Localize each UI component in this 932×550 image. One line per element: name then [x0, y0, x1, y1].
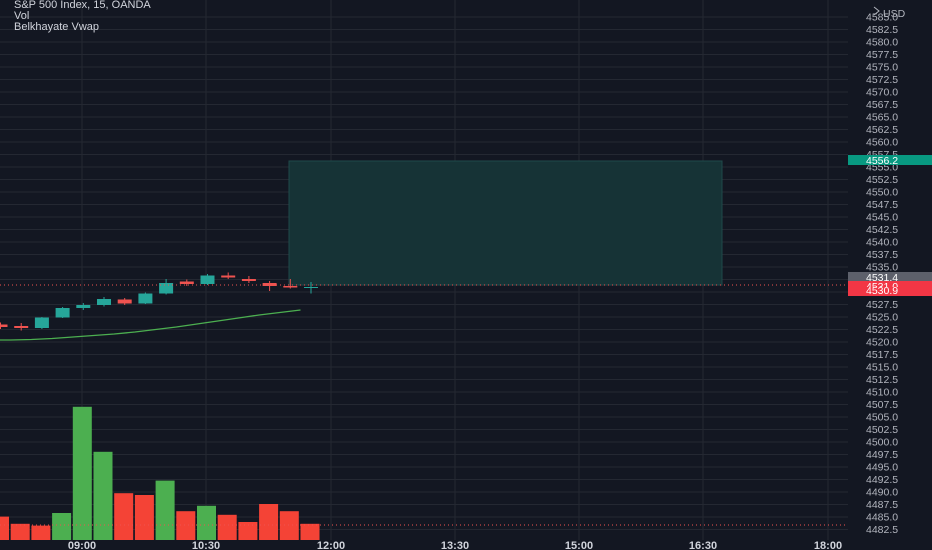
volume-bar [238, 522, 258, 540]
price-tick-label: 4490.0 [866, 487, 898, 499]
price-tick-label: 4512.5 [866, 374, 898, 386]
volume-bars [0, 406, 320, 540]
entry-tag-bg [848, 272, 932, 282]
price-tick-label: 4482.5 [866, 524, 898, 536]
stop-tag-bg [848, 287, 932, 296]
time-tick-label: 09:00 [68, 540, 96, 550]
time-tick-label: 12:00 [317, 540, 345, 550]
target-zone-rect [288, 160, 723, 286]
volume-bar [217, 514, 237, 540]
price-tick-label: 4527.5 [866, 299, 898, 311]
vwap-path [0, 309, 301, 341]
target-tag-bg [848, 155, 932, 165]
candle-body [159, 283, 174, 294]
volume-bar [155, 480, 175, 540]
price-axis-currency: USD [883, 8, 906, 20]
chart-legend: S&P 500 Index, 15, OANDA Vol Belkhayate … [14, 0, 151, 33]
volume-bar [10, 523, 30, 540]
time-tick-label: 10:30 [192, 540, 220, 550]
price-tick-label: 4577.5 [866, 49, 898, 61]
price-tick-label: 4502.5 [866, 424, 898, 436]
price-tick-label: 4542.5 [866, 224, 898, 236]
price-tick-label: 4515.0 [866, 362, 898, 374]
price-tick-label: 4500.0 [866, 437, 898, 449]
price-tick-label: 4585.0 [866, 12, 898, 24]
currency-dropdown-icon[interactable] [873, 6, 880, 16]
volume-bar [300, 523, 320, 540]
price-tick-label: 4520.0 [866, 337, 898, 349]
time-tick-label: 13:30 [441, 540, 469, 550]
candle-body [55, 308, 70, 318]
price-tick-label: 4537.5 [866, 249, 898, 261]
volume-bar [176, 511, 196, 540]
price-tick-label: 4492.5 [866, 474, 898, 486]
volume-bar [72, 406, 92, 540]
price-tick-label: 4560.0 [866, 137, 898, 149]
price-tick-label: 4567.5 [866, 99, 898, 111]
price-tick-label: 4535.0 [866, 262, 898, 274]
price-tick-label: 4545.0 [866, 212, 898, 224]
indicator-vol-label[interactable]: Vol [14, 10, 30, 22]
time-tick-label: 16:30 [689, 540, 717, 550]
price-tick-label: 4582.5 [866, 24, 898, 36]
target-price-tag: 4556.2 [866, 155, 898, 167]
price-tick-label: 4522.5 [866, 324, 898, 336]
price-tick-label: 4580.0 [866, 37, 898, 49]
vwap-line [0, 309, 301, 341]
price-tick-label: 4552.5 [866, 174, 898, 186]
candle-body [179, 281, 194, 284]
time-axis[interactable]: 09:00 10:30 12:00 13:30 15:00 16:30 18:00 [68, 540, 842, 550]
price-tick-label: 4572.5 [866, 74, 898, 86]
candle-body [200, 275, 215, 284]
volume-bar [31, 525, 51, 540]
volume-bar [93, 451, 113, 540]
candle-body [283, 286, 298, 288]
volume-bar [259, 504, 279, 540]
price-tick-label: 4550.0 [866, 187, 898, 199]
candle-body [304, 287, 318, 288]
candle-body [97, 299, 111, 305]
volume-bar [114, 493, 134, 540]
candles [0, 272, 318, 331]
indicator-vwap-label[interactable]: Belkhayate Vwap [14, 21, 99, 33]
price-tick-label: 4485.0 [866, 512, 898, 524]
position-zone[interactable] [288, 160, 723, 286]
price-tick-label: 4495.0 [866, 462, 898, 474]
volume-bar [134, 495, 154, 540]
price-tick-label: 4517.5 [866, 349, 898, 361]
price-line [0, 284, 848, 526]
volume-bar [279, 511, 299, 540]
price-tick-label: 4505.0 [866, 412, 898, 424]
price-tick-label: 4507.5 [866, 399, 898, 411]
price-tags: 4556.2 4531.4 4531.0 4530.9 [848, 155, 932, 297]
price-tick-label: 4570.0 [866, 87, 898, 99]
volume-bar [52, 513, 72, 540]
candle-body [138, 293, 153, 304]
price-tick-label: 4575.0 [866, 62, 898, 74]
price-tick-label: 4487.5 [866, 499, 898, 511]
time-tick-label: 18:00 [814, 540, 842, 550]
price-tick-label: 4562.5 [866, 124, 898, 136]
price-tick-label: 4497.5 [866, 449, 898, 461]
stop-price-tag: 4530.9 [866, 285, 898, 297]
candle-body [14, 326, 29, 328]
price-tick-label: 4540.0 [866, 237, 898, 249]
current-tag-bg [848, 281, 932, 291]
candle-body [262, 283, 277, 286]
candle-body [76, 305, 91, 308]
candle-body [34, 317, 49, 328]
candle-body [117, 299, 132, 304]
price-tick-label: 4547.5 [866, 199, 898, 211]
volume-bar [0, 516, 9, 540]
price-tick-label: 4510.0 [866, 387, 898, 399]
symbol-title[interactable]: S&P 500 Index, 15, OANDA [14, 0, 151, 11]
candle-body [221, 275, 236, 278]
candle-body [0, 324, 8, 327]
volume-bar [197, 505, 216, 540]
candle-body [241, 279, 256, 281]
price-tick-label: 4565.0 [866, 112, 898, 124]
time-tick-label: 15:00 [565, 540, 593, 550]
price-tick-label: 4525.0 [866, 312, 898, 324]
